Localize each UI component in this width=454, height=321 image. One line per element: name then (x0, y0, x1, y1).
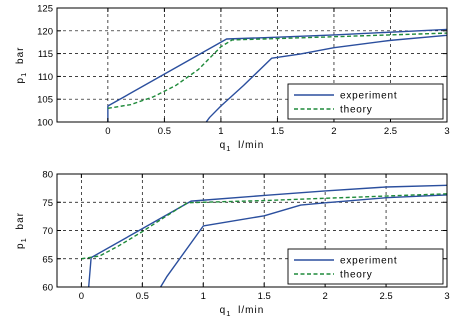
y-tick-label: 110 (38, 72, 53, 83)
legend: experiment theory (287, 248, 444, 285)
x-tick-label: 0 (79, 291, 84, 302)
series-line-theory-1 (107, 32, 448, 110)
y-axis-label-unit: bar (15, 47, 26, 68)
y-tick-label: 60 (42, 283, 53, 294)
x-tick-label: 1.5 (271, 126, 284, 137)
x-tick-label: 3 (444, 291, 449, 302)
legend-label-theory: theory (340, 105, 373, 116)
y-axis-label-symbol: p (15, 242, 26, 249)
plot-frame (56, 7, 448, 123)
x-tick-label: 1 (218, 126, 223, 137)
y-tick-label: 70 (42, 226, 53, 237)
legend: experiment theory (287, 83, 444, 120)
y-tick-label: 80 (42, 170, 53, 181)
legend-box (287, 248, 444, 285)
x-axis-label-subscript: 1 (226, 144, 231, 153)
legend-label-experiment: experiment (340, 256, 397, 267)
y-axis-label-subscript: 1 (19, 237, 28, 242)
y-axis-label-unit: bar (15, 212, 26, 233)
y-tick-label: 65 (42, 254, 53, 265)
x-axis-label-subscript: 1 (226, 309, 231, 318)
x-tick-label: 2.5 (379, 291, 392, 302)
x-tick-label: 2 (331, 126, 336, 137)
x-axis-label-unit: l/min (234, 305, 264, 316)
y-axis-label: p1 bar (15, 47, 28, 84)
legend-label-theory: theory (340, 270, 373, 281)
legend-box (287, 83, 444, 120)
y-axis-label-subscript: 1 (19, 72, 28, 77)
x-axis-label-symbol: q (220, 305, 227, 316)
y-tick-label: 115 (38, 49, 53, 60)
x-tick-label: 2 (322, 291, 327, 302)
x-tick-label: 3 (444, 126, 449, 137)
y-axis-label-symbol: p (15, 77, 26, 84)
legend-label-experiment: experiment (340, 91, 397, 102)
x-axis-label: q1 l/min (220, 305, 265, 318)
y-tick-label: 100 (37, 118, 53, 129)
x-tick-label: 1.5 (258, 291, 271, 302)
y-tick-label: 125 (37, 4, 53, 15)
y-tick-label: 105 (37, 95, 53, 106)
series-line-experiment-2 (159, 194, 448, 288)
x-tick-label: 0 (105, 126, 110, 137)
series-line-experiment-2 (205, 34, 448, 123)
x-tick-label: 1 (201, 291, 206, 302)
y-tick-label: 120 (37, 26, 53, 37)
series-line-experiment-1 (107, 28, 448, 122)
y-axis-label: p1 bar (15, 212, 28, 249)
x-tick-label: 0.5 (136, 291, 149, 302)
x-tick-label: 0.5 (158, 126, 171, 137)
x-tick-label: 2.5 (384, 126, 397, 137)
x-axis-label-unit: l/min (234, 140, 264, 151)
x-axis-label: q1 l/min (220, 140, 265, 153)
y-tick-label: 75 (42, 198, 53, 209)
x-axis-label-symbol: q (220, 140, 227, 151)
